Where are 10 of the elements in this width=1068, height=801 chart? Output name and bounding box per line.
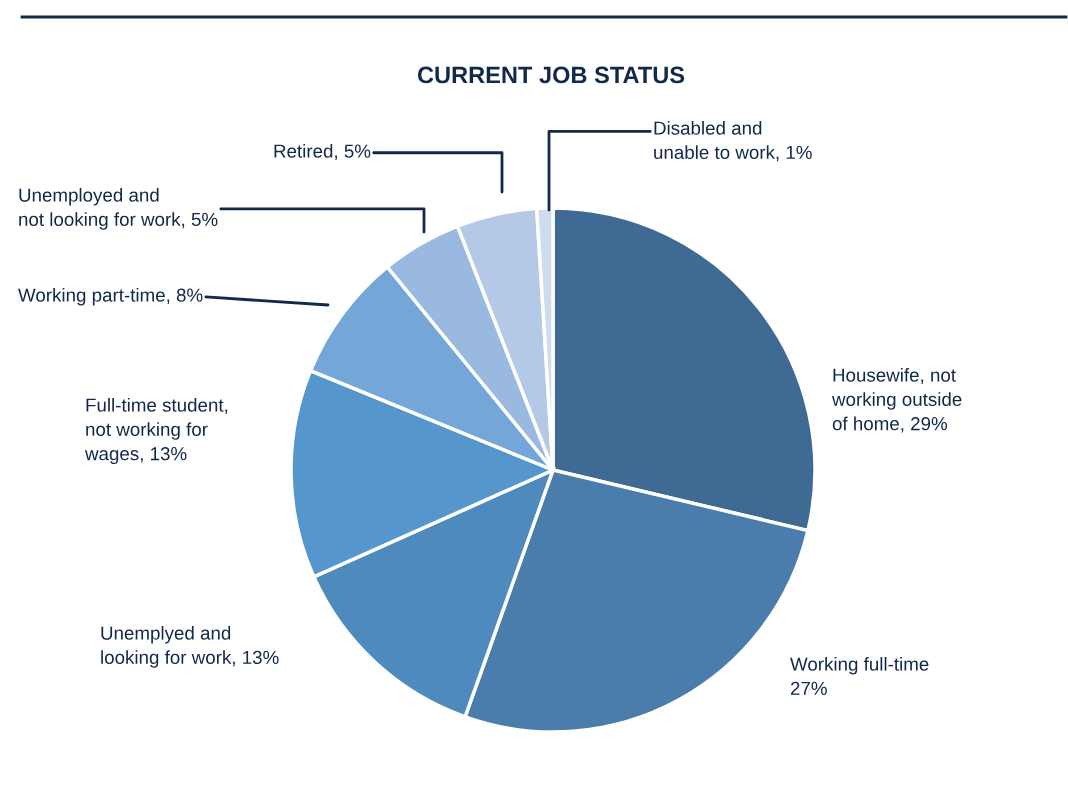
slice-label: Working part-time, 8% (18, 288, 203, 306)
slice-label: Unemplyed and looking for work, 13% (101, 626, 279, 668)
slice-label: Full-time student, not working for wages, 13% (84, 398, 228, 465)
slice-label: Unemployed and not looking for work, 5% (19, 188, 218, 230)
slice-label: Retired, 5% (274, 144, 371, 160)
slice-label: Housewife, not working outside of home, 29% (831, 368, 962, 433)
data-label: 27% (790, 681, 827, 695)
slice-label: Disabled and unable to work, 1% (654, 121, 812, 162)
chart-title: CURRENT JOB STATUS (417, 66, 685, 84)
slice-label: Working full-time (790, 657, 929, 675)
